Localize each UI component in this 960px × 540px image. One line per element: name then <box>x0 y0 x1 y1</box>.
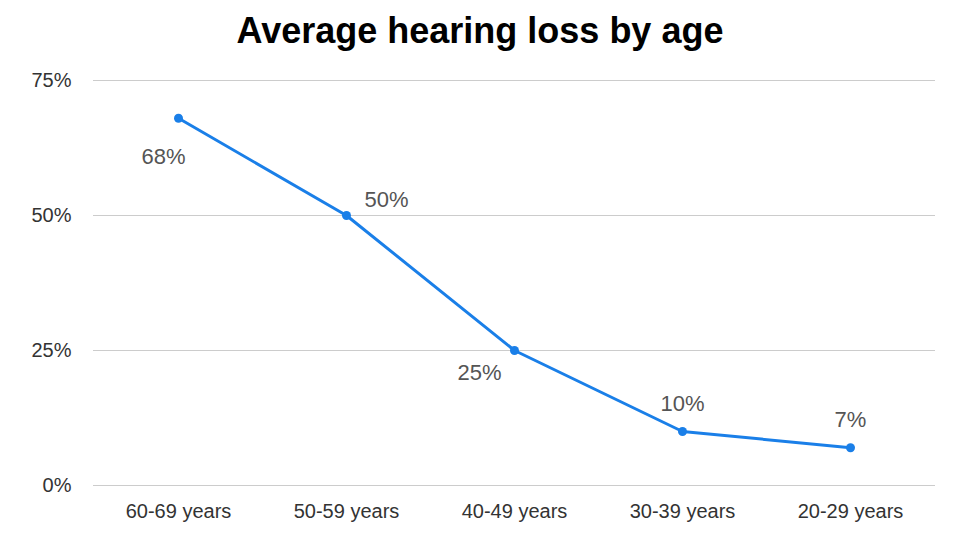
svg-text:50%: 50% <box>364 187 408 212</box>
svg-text:25%: 25% <box>457 360 501 385</box>
svg-text:25%: 25% <box>31 339 71 361</box>
svg-text:0%: 0% <box>43 474 72 496</box>
svg-text:60-69 years: 60-69 years <box>126 500 232 522</box>
html-text:Average hearing loss by age: Average hearing loss by age <box>236 10 724 51</box>
svg-text:30-39 years: 30-39 years <box>630 500 736 522</box>
svg-text:75%: 75% <box>31 69 71 91</box>
svg-text:50-59 years: 50-59 years <box>294 500 400 522</box>
svg-text:10%: 10% <box>660 391 704 416</box>
svg-text:7%: 7% <box>835 407 867 432</box>
svg-text:40-49 years: 40-49 years <box>462 500 568 522</box>
svg-text:20-29 years: 20-29 years <box>798 500 904 522</box>
svg-text:68%: 68% <box>141 144 185 169</box>
svg-text:50%: 50% <box>31 204 71 226</box>
